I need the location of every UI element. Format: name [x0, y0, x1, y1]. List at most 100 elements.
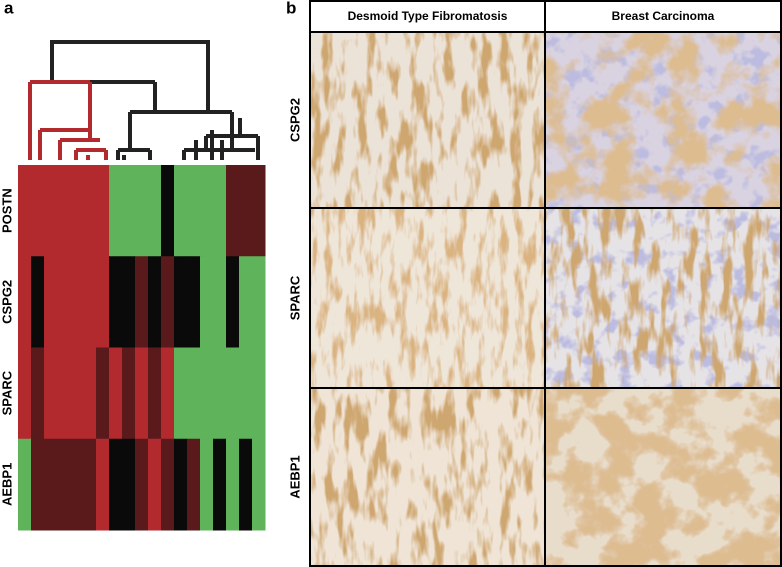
heatmap-cell	[200, 347, 214, 440]
heatmap-cell	[135, 256, 149, 348]
heatmap-cell	[226, 165, 240, 257]
row-label: SPARC	[0, 370, 14, 415]
micrograph-texture	[545, 388, 781, 566]
heatmap-cell	[122, 165, 136, 257]
row-label: AEBP1	[287, 455, 302, 498]
micrographs	[310, 32, 781, 566]
heatmap-cell	[18, 256, 32, 348]
heatmap-cell	[18, 347, 32, 440]
heatmap-cell	[252, 256, 266, 348]
heatmap-cell	[239, 438, 253, 531]
labels: Desmoid Type Fibromatosis Breast Carcinom…	[287, 9, 714, 499]
micrograph-texture	[310, 388, 545, 566]
heatmap-cell	[174, 438, 188, 531]
heatmap-cell	[187, 165, 201, 257]
heatmap-cell	[109, 347, 123, 440]
heatmap-cell	[96, 165, 110, 257]
micrograph	[310, 208, 545, 388]
heatmap-cell	[70, 165, 84, 257]
dendrogram	[28, 40, 260, 160]
heatmap-cell	[122, 256, 136, 348]
heatmap-cell	[200, 438, 214, 531]
heatmap-cell	[239, 165, 253, 257]
row-labels: POSTN CSPG2 SPARC AEBP1	[0, 188, 14, 506]
heatmap-cell	[83, 347, 97, 440]
column-header: Desmoid Type Fibromatosis	[348, 9, 508, 23]
heatmap-cell	[83, 256, 97, 348]
heatmap-cell	[148, 165, 162, 257]
row-label: CSPG2	[0, 280, 14, 324]
micrograph	[545, 208, 781, 388]
heatmap-cell	[161, 256, 175, 348]
panel-a: a POSTN CSPG2 SPARC AEBP1	[0, 0, 266, 531]
heatmap-cell	[44, 165, 58, 257]
heatmap-cell	[174, 347, 188, 440]
heatmap-cell	[135, 438, 149, 531]
heatmap-cell	[226, 256, 240, 348]
micrograph	[310, 388, 545, 566]
heatmap-cell	[96, 438, 110, 531]
heatmap	[18, 165, 266, 531]
heatmap-cell	[174, 165, 188, 257]
micrograph	[545, 388, 781, 566]
heatmap-cell	[200, 165, 214, 257]
row-label: POSTN	[0, 188, 14, 233]
heatmap-cell	[109, 256, 123, 348]
heatmap-cell	[44, 438, 58, 531]
panel-label: b	[286, 0, 296, 17]
heatmap-cell	[57, 256, 71, 348]
heatmap-cell	[213, 438, 227, 531]
heatmap-cell	[57, 165, 71, 257]
heatmap-cell	[57, 438, 71, 531]
heatmap-cell	[200, 256, 214, 348]
heatmap-cell	[161, 165, 175, 257]
heatmap-cell	[213, 256, 227, 348]
heatmap-cell	[83, 438, 97, 531]
heatmap-cell	[174, 256, 188, 348]
micrograph-texture	[545, 32, 781, 208]
heatmap-cell	[31, 165, 45, 257]
micrograph-texture	[545, 208, 781, 388]
heatmap-cell	[213, 165, 227, 257]
heatmap-cell	[57, 347, 71, 440]
micrograph-texture	[310, 208, 545, 388]
heatmap-cell	[252, 165, 266, 257]
heatmap-cell	[187, 256, 201, 348]
heatmap-cell	[44, 256, 58, 348]
heatmap-cell	[148, 438, 162, 531]
heatmap-cell	[239, 347, 253, 440]
heatmap-cell	[213, 347, 227, 440]
heatmap-cell	[252, 347, 266, 440]
heatmap-cell	[148, 347, 162, 440]
heatmap-cell	[83, 165, 97, 257]
heatmap-cell	[122, 438, 136, 531]
panel-b: b Desmoid Type Fibromatosis Breast Carcin…	[286, 0, 782, 567]
heatmap-cell	[70, 347, 84, 440]
heatmap-cell	[148, 256, 162, 348]
row-label: CSPG2	[287, 98, 302, 142]
heatmap-cell	[122, 347, 136, 440]
panel-grid	[309, 0, 782, 567]
heatmap-cell	[226, 347, 240, 440]
heatmap-cell	[135, 347, 149, 440]
row-label: SPARC	[287, 275, 302, 320]
micrograph	[310, 32, 545, 208]
heatmap-cell	[31, 438, 45, 531]
column-header: Breast Carcinoma	[612, 9, 715, 23]
heatmap-cell	[31, 256, 45, 348]
heatmap-cell	[161, 438, 175, 531]
heatmap-cell	[135, 165, 149, 257]
heatmap-cell	[44, 347, 58, 440]
heatmap-cell	[109, 438, 123, 531]
micrograph	[545, 32, 781, 208]
panel-label: a	[4, 0, 14, 17]
heatmap-cell	[18, 438, 32, 531]
heatmap-cell	[31, 347, 45, 440]
heatmap-cell	[70, 438, 84, 531]
heatmap-cell	[18, 165, 32, 257]
heatmap-cell	[226, 438, 240, 531]
heatmap-cell	[70, 256, 84, 348]
heatmap-cell	[187, 438, 201, 531]
heatmap-cell	[96, 256, 110, 348]
